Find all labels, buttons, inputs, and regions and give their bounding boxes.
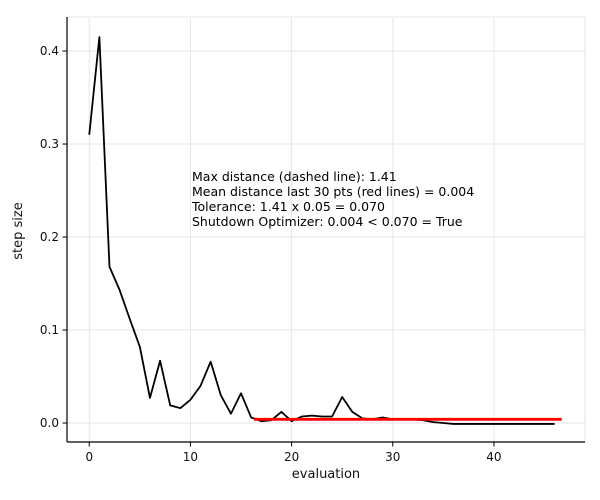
y-tick-label: 0.0 bbox=[40, 416, 59, 430]
x-tick-label: 40 bbox=[486, 450, 501, 464]
y-tick-label: 0.3 bbox=[40, 137, 59, 151]
grid-layer bbox=[67, 17, 585, 442]
y-tick-label: 0.1 bbox=[40, 323, 59, 337]
annotation-line-shutdown: Shutdown Optimizer: 0.004 < 0.070 = True bbox=[192, 214, 463, 229]
axes-layer: 0 10 20 30 40 0.0 0.1 0.2 0.3 0.4 bbox=[40, 16, 586, 464]
series-step-size-curve bbox=[88, 36, 555, 425]
x-tick-label: 30 bbox=[385, 450, 400, 464]
x-tick-label: 10 bbox=[183, 450, 198, 464]
y-axis-label: step size bbox=[11, 202, 26, 259]
annotation-line-mean-distance: Mean distance last 30 pts (red lines) = … bbox=[192, 184, 474, 199]
y-tick-label: 0.2 bbox=[40, 230, 59, 244]
y-tick-label: 0.4 bbox=[40, 44, 59, 58]
annotation-line-max-distance: Max distance (dashed line): 1.41 bbox=[192, 169, 397, 184]
x-tick-label: 20 bbox=[284, 450, 299, 464]
annotation-line-tolerance: Tolerance: 1.41 x 0.05 = 0.070 bbox=[191, 199, 385, 214]
x-tick-label: 0 bbox=[85, 450, 93, 464]
series-layer bbox=[88, 36, 562, 425]
annotation-block: Max distance (dashed line): 1.41 Mean di… bbox=[191, 169, 474, 229]
x-axis-label: evaluation bbox=[292, 467, 360, 482]
